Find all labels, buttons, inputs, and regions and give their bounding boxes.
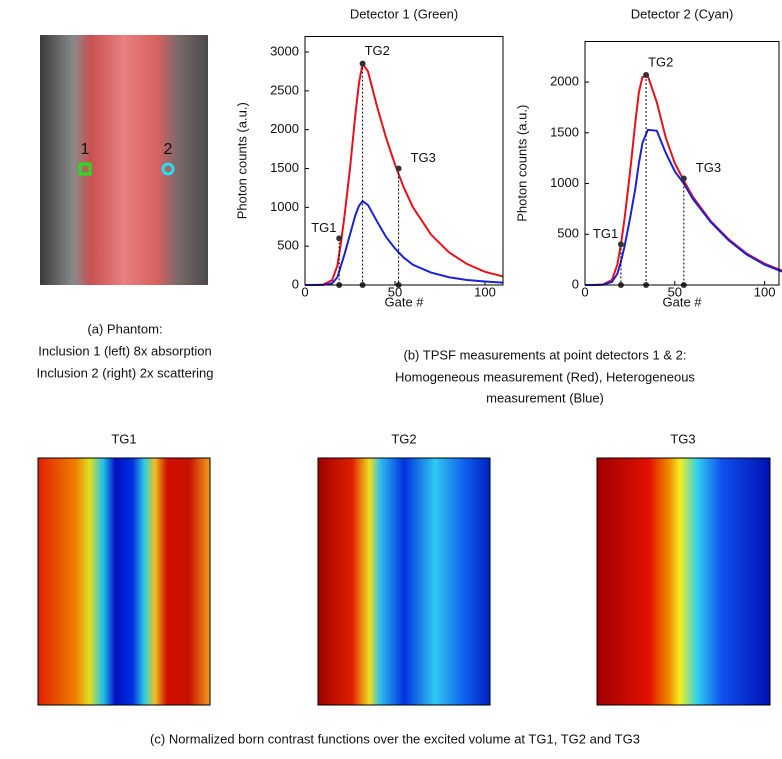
annotation-label: TG1: [311, 220, 336, 235]
y-tick-label: 1500: [270, 160, 299, 175]
annotation-point: [395, 165, 402, 172]
annotation-label: TG2: [365, 43, 390, 58]
annotation-label: TG1: [593, 226, 618, 241]
annotation-point: [336, 235, 343, 242]
annotation-point: [680, 175, 687, 182]
y-tick-label: 1000: [270, 199, 299, 214]
annotation-point: [617, 241, 624, 248]
chart-title: Detector 2 (Cyan): [631, 6, 734, 21]
caption: Inclusion 2 (right) 2x scattering: [36, 365, 213, 380]
y-tick-label: 2000: [550, 74, 579, 89]
y-tick-label: 1000: [550, 175, 579, 190]
annotation-label: TG3: [696, 160, 721, 175]
x-tick-label: 50: [668, 284, 682, 299]
annotation-point: [359, 60, 366, 67]
y-tick-label: 1500: [550, 124, 579, 139]
y-tick-label: 2500: [270, 82, 299, 97]
annotation-point: [643, 71, 650, 78]
x-tick-label: 100: [474, 284, 496, 299]
detector-2-marker: [161, 162, 175, 176]
annotation-label: TG3: [411, 150, 436, 165]
y-axis-label: Photon counts (a.u.): [234, 102, 249, 219]
chart-title: Detector 1 (Green): [350, 6, 458, 21]
series-line: [305, 199, 504, 286]
detector-label: 2: [164, 141, 173, 158]
y-tick-label: 0: [292, 276, 299, 291]
series-line: [305, 61, 504, 286]
caption: (c) Normalized born contrast functions o…: [150, 731, 640, 746]
plot-frame: [584, 41, 780, 286]
heatmap-title: TG2: [391, 431, 416, 446]
caption: Inclusion 1 (left) 8x absorption: [38, 343, 211, 358]
annotation-label: TG2: [648, 54, 673, 69]
heatmap: [37, 457, 211, 706]
x-tick-label: 0: [581, 284, 588, 299]
y-tick-label: 500: [557, 226, 579, 241]
x-tick-label: 50: [388, 284, 402, 299]
detector-1-marker: [78, 162, 92, 176]
caption: (b) TPSF measurements at point detectors…: [404, 347, 687, 362]
x-tick-label: 100: [754, 284, 776, 299]
heatmap-title: TG1: [111, 431, 136, 446]
x-axis-label: Gate #: [384, 294, 424, 309]
heatmap: [596, 457, 771, 706]
y-tick-label: 3000: [270, 43, 299, 58]
heatmap-title: TG3: [670, 431, 695, 446]
phantom-image: [40, 35, 208, 285]
y-tick-label: 2000: [270, 121, 299, 136]
plot-frame: [304, 36, 504, 286]
x-axis-label: Gate #: [662, 294, 702, 309]
caption: (a) Phantom:: [87, 321, 162, 336]
y-tick-label: 0: [572, 276, 579, 291]
heatmap: [317, 457, 491, 706]
caption: measurement (Blue): [486, 390, 604, 405]
x-tick-label: 0: [301, 284, 308, 299]
detector-label: 1: [81, 141, 90, 158]
caption: Homogeneous measurement (Red), Heterogen…: [395, 369, 695, 384]
series-line: [585, 128, 782, 286]
y-tick-label: 500: [277, 238, 299, 253]
y-axis-label: Photon counts (a.u.): [514, 105, 529, 222]
